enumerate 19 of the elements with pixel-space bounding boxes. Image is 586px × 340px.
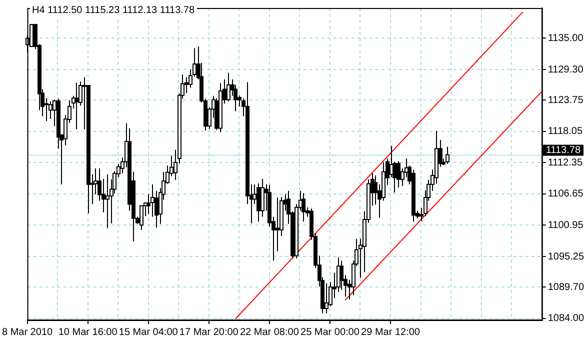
x-tick-label: 10 Mar 16:00 xyxy=(58,326,118,338)
x-tick-label: 15 Mar 04:00 xyxy=(118,326,178,338)
x-tick-label: 8 Mar 2010 xyxy=(2,326,54,338)
y-tick-label: 1084.00 xyxy=(548,313,584,324)
y-tick-label: 1135.00 xyxy=(548,32,584,44)
y-tick-label: 1118.05 xyxy=(548,126,583,138)
x-tick-label: 29 Mar 12:00 xyxy=(361,326,420,338)
x-tick-label: 17 Mar 20:00 xyxy=(179,326,239,338)
y-tick-label: 1123.75 xyxy=(548,94,584,106)
y-tick-label: 1129.30 xyxy=(548,64,584,76)
y-tick-label: 1089.70 xyxy=(548,282,584,293)
y-tick-label: 1100.95 xyxy=(548,220,584,231)
x-tick-label: 22 Mar 08:00 xyxy=(240,326,300,338)
ref-line-label: 1113.78 xyxy=(546,145,581,156)
x-tick-label: 25 Mar 00:00 xyxy=(300,326,360,338)
y-tick-label: 1106.65 xyxy=(548,188,584,200)
chart-title: H4 1112.50 1115.23 1112.13 1113.78 xyxy=(30,5,197,17)
y-tick-label: 1112.35 xyxy=(548,157,583,168)
y-tick-label: 1095.25 xyxy=(548,251,584,262)
